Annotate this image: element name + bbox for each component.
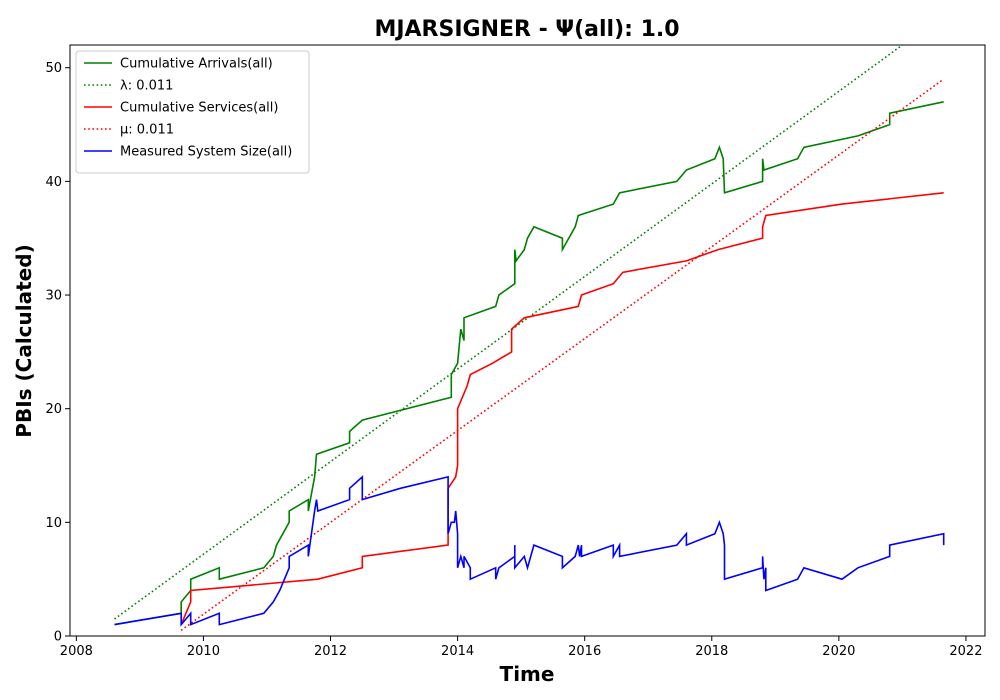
y-tick-label: 40 [45, 175, 62, 190]
legend-entry: λ: 0.011 [120, 79, 173, 94]
legend-entry: Cumulative Services(all) [120, 101, 278, 116]
y-tick-label: 0 [54, 630, 62, 645]
x-tick-label: 2016 [568, 644, 601, 659]
chart-title: MJARSIGNER - Ψ(all): 1.0 [374, 17, 679, 42]
x-tick-label: 2020 [822, 644, 855, 659]
x-tick-label: 2008 [60, 644, 93, 659]
x-tick-label: 2018 [695, 644, 728, 659]
x-axis-label: Time [500, 662, 555, 686]
x-tick-label: 2012 [314, 644, 347, 659]
legend-entry: μ: 0.011 [120, 123, 174, 138]
legend: Cumulative Arrivals(all) λ: 0.011 Cumulati… [76, 51, 309, 173]
x-tick-label: 2022 [949, 644, 982, 659]
y-tick-label: 10 [45, 516, 62, 531]
legend-entry: Measured System Size(all) [120, 145, 292, 160]
y-tick-label: 20 [45, 402, 62, 417]
legend-entry: Cumulative Arrivals(all) [120, 57, 273, 72]
x-tick-label: 2010 [187, 644, 220, 659]
y-tick-label: 50 [45, 61, 62, 76]
y-tick-label: 30 [45, 289, 62, 304]
y-axis-label: PBIs (Calculated) [12, 244, 36, 437]
x-tick-label: 2014 [441, 644, 474, 659]
